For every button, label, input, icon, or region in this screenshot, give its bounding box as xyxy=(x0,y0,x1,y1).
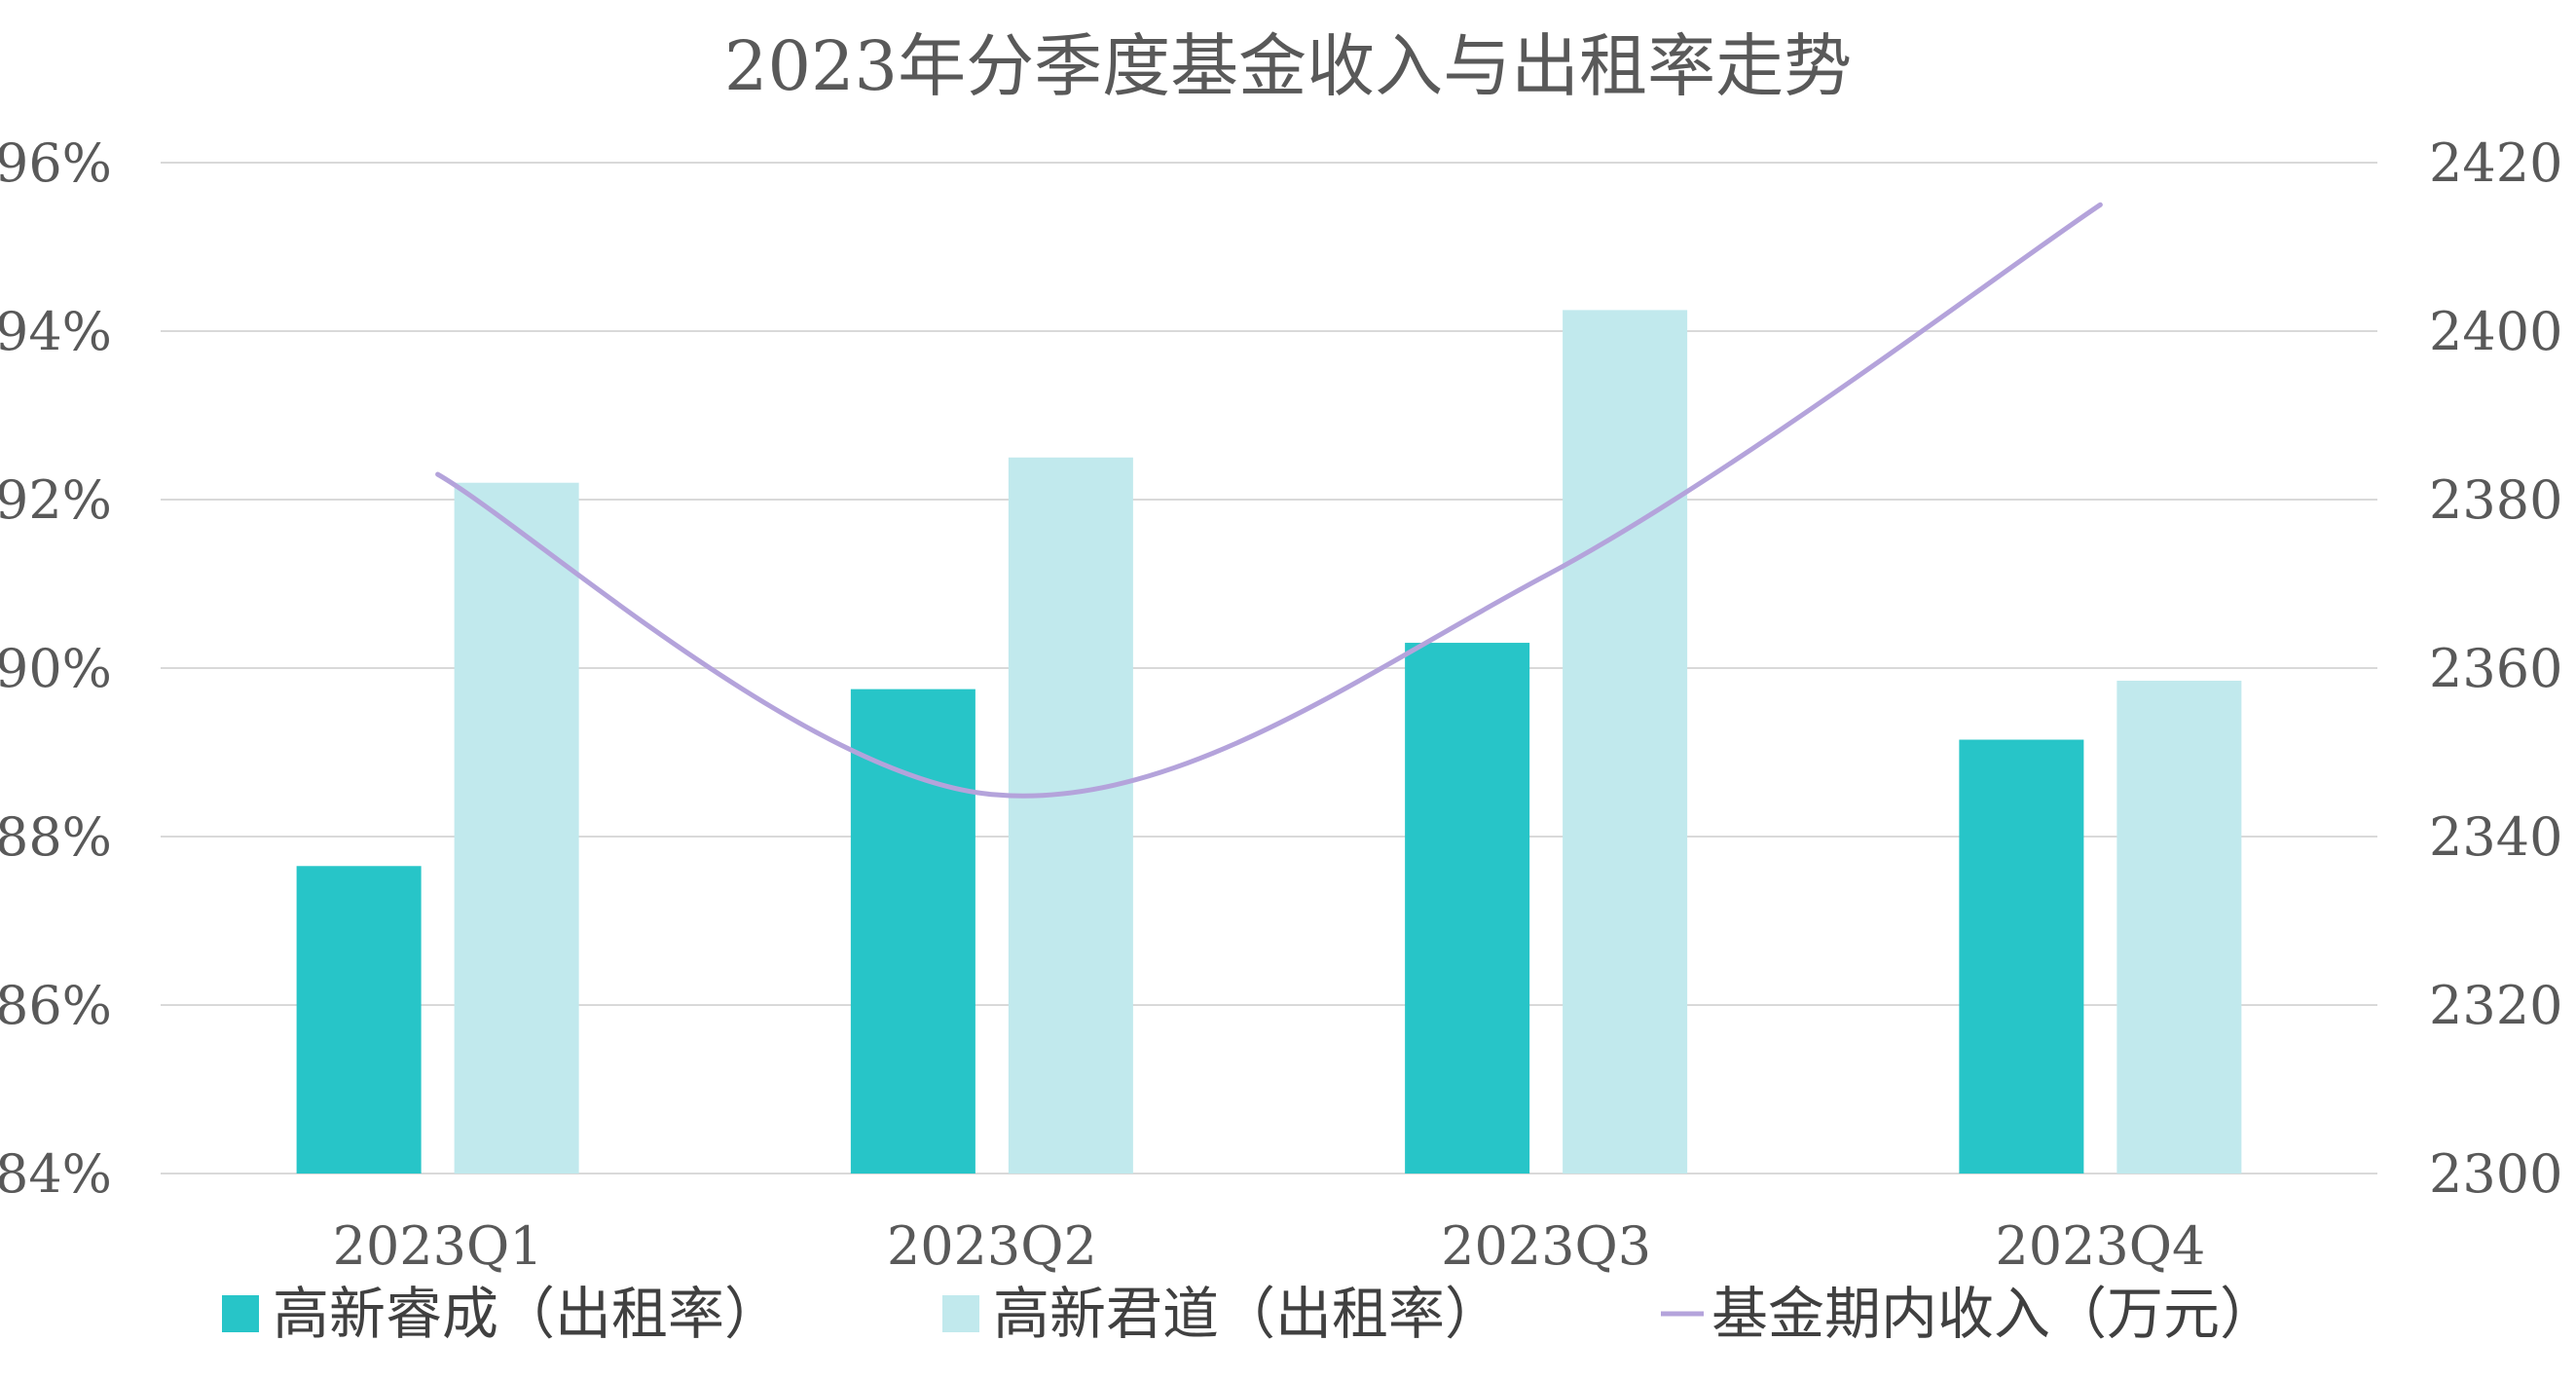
bar-ruicheng-2023q2 xyxy=(850,689,975,1174)
category-label: 2023Q3 xyxy=(1441,1215,1651,1277)
legend-swatch xyxy=(942,1295,979,1332)
left-tick-label: 88% xyxy=(0,806,112,868)
right-tick-label: 2300 xyxy=(2429,1143,2562,1205)
revenue-line xyxy=(435,202,2103,799)
bar-jundao-2023q1 xyxy=(454,482,579,1174)
category-labels: 2023Q1 2023Q2 2023Q3 2023Q4 xyxy=(333,1215,2206,1277)
left-tick-label: 90% xyxy=(0,638,112,699)
category-label: 2023Q4 xyxy=(1995,1215,2205,1277)
legend-swatch xyxy=(222,1295,259,1332)
left-tick-label: 96% xyxy=(0,132,112,194)
bar-jundao-2023q4 xyxy=(2116,680,2242,1174)
legend-entry: 基金期内收入（万元） xyxy=(1711,1281,2276,1347)
category-label: 2023Q2 xyxy=(887,1215,1097,1277)
right-tick-label: 2400 xyxy=(2429,301,2562,362)
bar-ruicheng-2023q4 xyxy=(1959,739,2084,1174)
bar-jundao-2023q2 xyxy=(1008,457,1133,1174)
left-axis-ticks: 84% 86% 88% 90% 92% 94% 96% xyxy=(0,132,112,1205)
bars xyxy=(296,310,2242,1174)
right-tick-label: 2380 xyxy=(2429,469,2562,531)
right-axis-ticks: 2300 2320 2340 2360 2380 2400 2420 xyxy=(2429,132,2562,1205)
legend-entry: 高新睿成（出租率） xyxy=(273,1281,781,1347)
left-tick-label: 86% xyxy=(0,975,112,1036)
legend: 高新睿成（出租率） 高新君道（出租率） 基金期内收入（万元） xyxy=(222,1281,2276,1347)
left-tick-label: 92% xyxy=(0,469,112,531)
left-tick-label: 84% xyxy=(0,1143,112,1205)
right-tick-label: 2420 xyxy=(2429,132,2562,194)
left-tick-label: 94% xyxy=(0,301,112,362)
right-tick-label: 2320 xyxy=(2429,975,2562,1036)
revenue-line-path xyxy=(435,202,2103,799)
chart-title: 2023年分季度基金收入与出租率走势 xyxy=(724,26,1852,106)
bar-ruicheng-2023q3 xyxy=(1405,643,1530,1174)
category-label: 2023Q1 xyxy=(333,1215,543,1277)
right-tick-label: 2340 xyxy=(2429,806,2562,868)
right-tick-label: 2360 xyxy=(2429,638,2562,699)
bar-ruicheng-2023q1 xyxy=(296,866,422,1174)
legend-entry: 高新君道（出租率） xyxy=(993,1281,1501,1347)
bar-jundao-2023q3 xyxy=(1563,310,1688,1174)
